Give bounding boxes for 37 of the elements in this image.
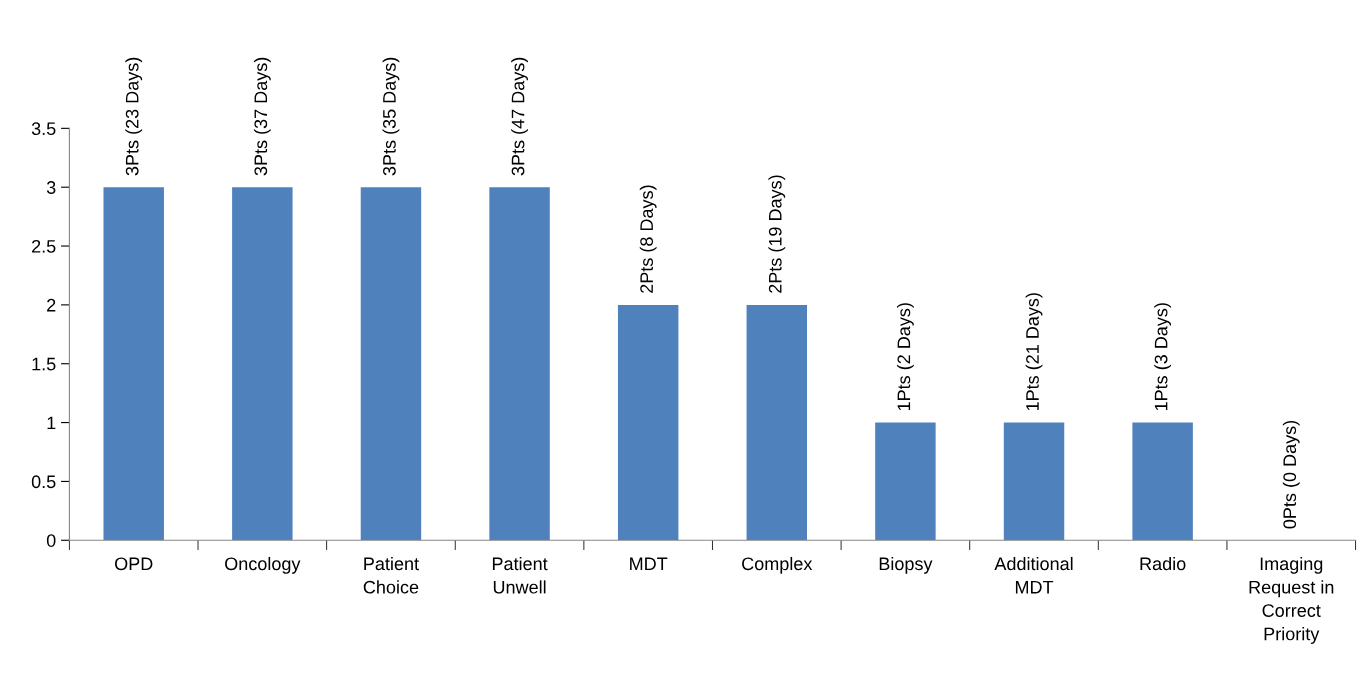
y-tick-label: 3 <box>46 181 56 194</box>
y-tick-label: 2.5 <box>32 239 56 253</box>
data-label: 1Pts (21 Days) <box>1025 293 1043 411</box>
bar <box>617 304 679 541</box>
x-tick-label: Patient Choice <box>363 556 419 594</box>
y-tick-label: 3.5 <box>31 122 56 136</box>
x-tick-label: Biopsy <box>879 556 933 574</box>
bar <box>103 187 164 541</box>
data-label: 3Pts (23 Days) <box>125 57 143 176</box>
y-tick-label: 1 <box>47 416 56 430</box>
x-tick-label: Radio <box>1140 556 1186 571</box>
data-label: 0Pts (0 Days) <box>1282 420 1300 529</box>
x-tick-label: Complex <box>742 556 813 574</box>
data-label: 2Pts (8 Days) <box>639 185 657 293</box>
bar <box>1003 422 1065 541</box>
bar <box>746 304 808 541</box>
data-label: 3Pts (37 Days) <box>253 57 271 176</box>
data-label: 3Pts (47 Days) <box>511 57 528 176</box>
x-tick-label: Additional MDT <box>994 556 1073 594</box>
bar <box>232 187 293 541</box>
y-tick-label: 0 <box>46 534 56 547</box>
x-tick-label: Oncology <box>225 556 301 574</box>
data-label: 3Pts (35 Days) <box>382 57 400 176</box>
data-label: 1Pts (2 Days) <box>896 303 914 411</box>
y-tick-label: 2 <box>47 298 56 312</box>
x-tick-label: MDT <box>630 557 668 571</box>
bar <box>875 422 936 541</box>
y-tick-label: 1.5 <box>32 357 56 371</box>
y-tick-label: 0.5 <box>31 475 56 489</box>
bar <box>1132 422 1193 541</box>
bar <box>360 187 422 541</box>
x-tick-label: OPD <box>115 557 153 571</box>
data-label: 2Pts (19 Days) <box>768 175 786 293</box>
bar <box>489 187 550 541</box>
x-tick-label: Imaging Request in Correct Priority <box>1249 556 1334 644</box>
data-label: 1Pts (3 Days) <box>1154 303 1172 411</box>
x-tick-label: Patient Unwell <box>492 556 548 594</box>
